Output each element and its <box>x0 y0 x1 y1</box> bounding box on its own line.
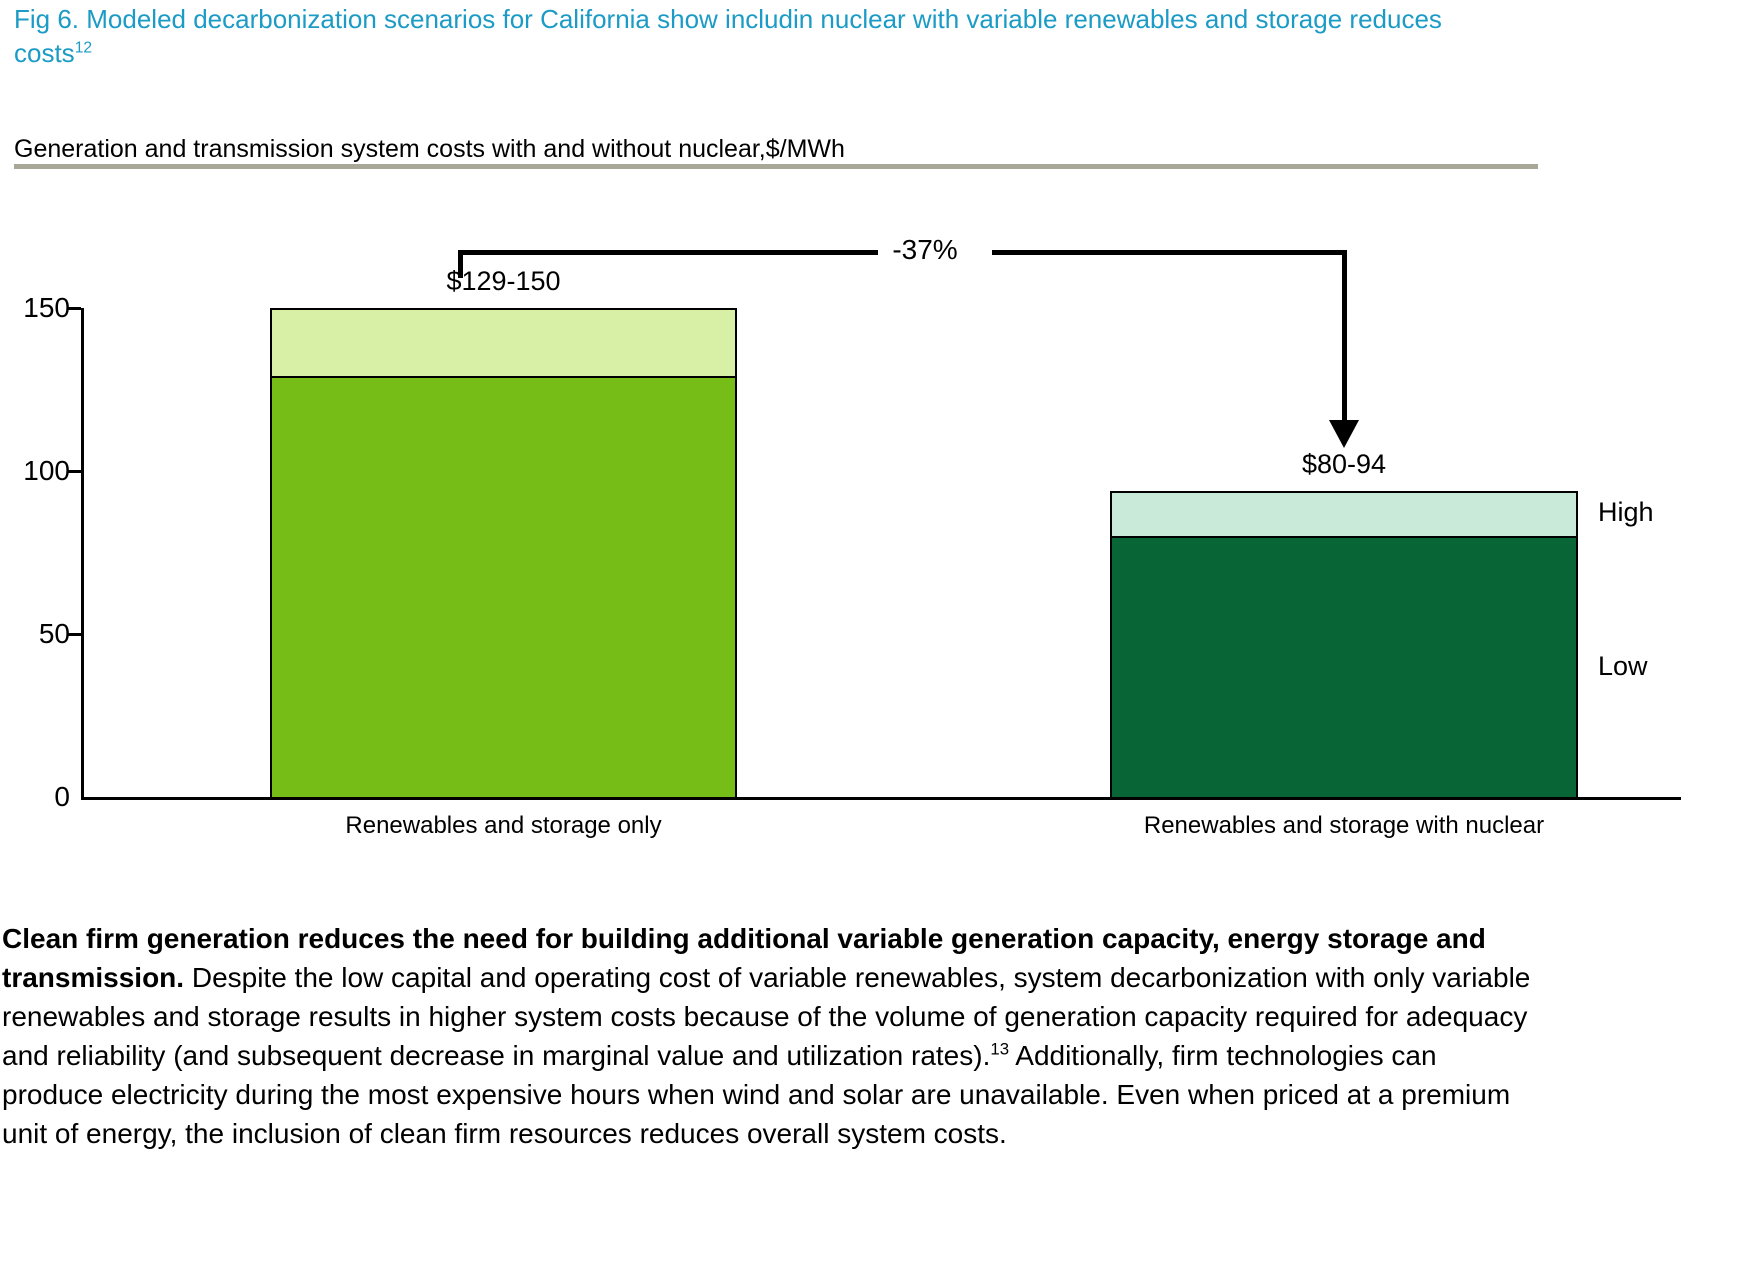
x-axis-line <box>81 797 1681 800</box>
figure-caption: Fig 6. Modeled decarbonization scenarios… <box>14 2 1484 70</box>
body-footnote-marker: 13 <box>990 1039 1010 1059</box>
x-category-label: Renewables and storage only <box>345 812 662 839</box>
y-tick-mark <box>68 633 81 636</box>
y-tick-mark <box>68 470 81 473</box>
decrease-annotation: -37% <box>892 234 958 265</box>
decrease-arrow-left-segment <box>458 250 878 255</box>
bar-value-label: $80-94 <box>1301 448 1387 479</box>
y-tick-label: 150 <box>23 292 70 323</box>
chart-title: Generation and transmission system costs… <box>14 135 845 163</box>
decrease-arrow-vertical-segment <box>1342 250 1347 422</box>
y-tick-label: 0 <box>54 781 70 812</box>
figure-caption-footnote-marker: 12 <box>74 39 93 57</box>
body-paragraph: Clean firm generation reduces the need f… <box>2 919 1540 1153</box>
body-text-1: Despite the low capital and operating co… <box>2 962 1531 1071</box>
bar-segment-high <box>270 308 737 379</box>
decrease-arrow-right-segment <box>992 250 1347 255</box>
bar-value-label: $129-150 <box>446 266 561 296</box>
y-axis-line <box>81 308 84 800</box>
y-tick-label: 50 <box>38 618 70 649</box>
body-text-2: Additionally, firm technologies can prod… <box>2 1040 1511 1149</box>
y-tick-label: 100 <box>23 455 70 486</box>
bar-segment-low <box>270 376 737 799</box>
bar-segment-high <box>1110 490 1578 539</box>
range-label-low: Low <box>1598 650 1648 681</box>
body-lead-bold: Clean firm generation reduces the need f… <box>2 923 1486 993</box>
range-label-high: High <box>1598 497 1654 528</box>
bar-segment-low <box>1110 536 1578 799</box>
decrease-arrow-left-tick <box>458 250 463 278</box>
chart-title-underline <box>14 164 1538 169</box>
bar-chart: 0 50 100 150 $129-150 Renewables and storage … <box>23 234 1681 839</box>
y-tick-mark <box>68 307 81 310</box>
figure-caption-text: Fig 6. Modeled decarbonization scenarios… <box>14 4 1442 68</box>
decrease-arrow-head <box>1329 420 1359 448</box>
x-category-label: Renewables and storage with nuclear <box>1143 812 1545 839</box>
